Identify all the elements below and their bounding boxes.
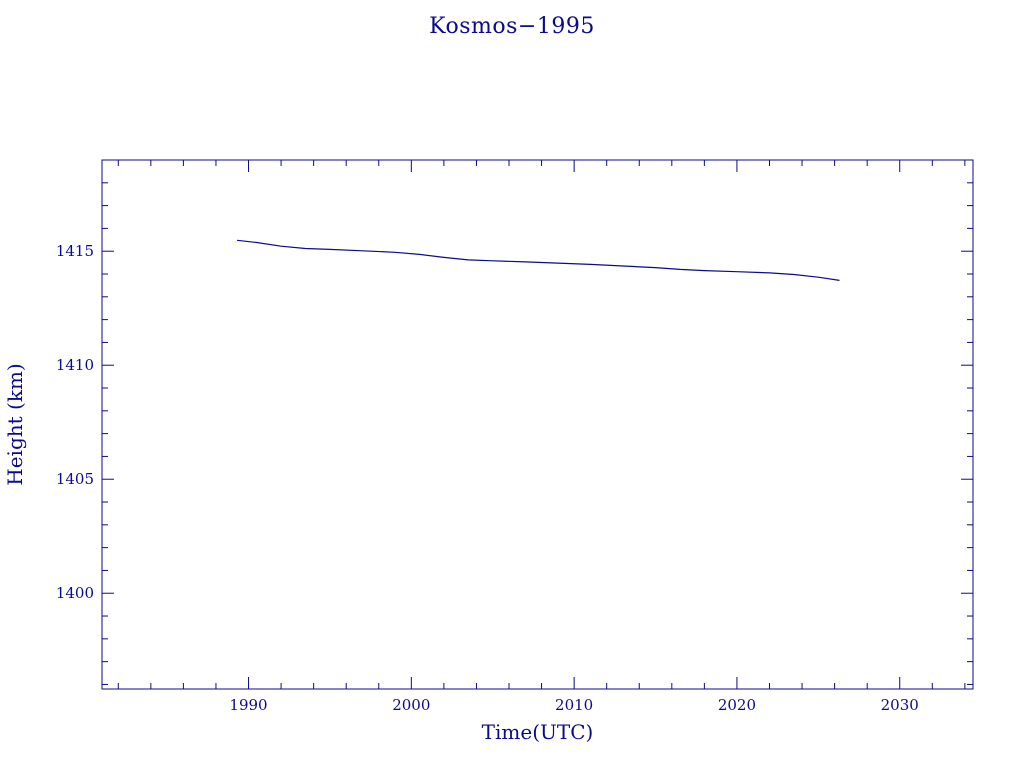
y-tick-label: 1400 <box>56 584 94 602</box>
x-tick-label: 1990 <box>229 696 267 714</box>
x-tick-label: 2000 <box>392 696 430 714</box>
x-axis-label: Time(UTC) <box>482 720 594 744</box>
y-tick-label: 1405 <box>56 470 94 488</box>
x-tick-label: 2020 <box>718 696 756 714</box>
y-axis-label: Height (km) <box>3 363 27 485</box>
series-line <box>237 239 840 281</box>
plot-frame <box>101 159 974 690</box>
x-tick-label: 2030 <box>881 696 919 714</box>
y-tick-label: 1415 <box>56 242 94 260</box>
chart-title: Kosmos−1995 <box>429 14 595 39</box>
x-tick-label: 2010 <box>555 696 593 714</box>
y-tick-label: 1410 <box>56 356 94 374</box>
